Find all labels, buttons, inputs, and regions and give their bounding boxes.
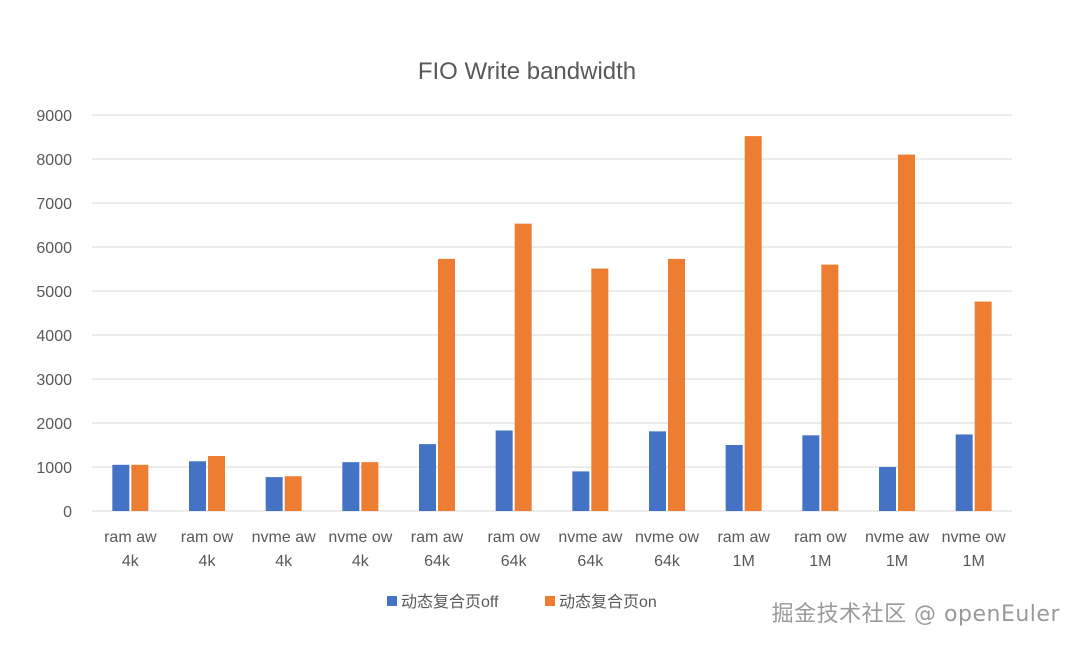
x-category-label: nvme aw bbox=[252, 529, 316, 546]
bar-off bbox=[189, 461, 206, 511]
x-category-label: ram ow bbox=[794, 529, 847, 546]
x-category-label: ram ow bbox=[181, 529, 234, 546]
legend-swatch bbox=[545, 596, 555, 606]
bar-off bbox=[572, 471, 590, 511]
legend-label: 动态复合页on bbox=[559, 593, 657, 611]
legend-swatch bbox=[387, 596, 397, 606]
x-category-label: 64k bbox=[577, 553, 604, 570]
bar-off bbox=[112, 464, 130, 511]
x-category-label: nvme ow bbox=[328, 529, 392, 546]
bar-off bbox=[879, 467, 896, 511]
x-category-label: ram ow bbox=[487, 529, 540, 546]
y-tick-label: 6000 bbox=[36, 240, 72, 257]
bar-on bbox=[821, 264, 839, 511]
legend: 动态复合页off 动态复合页on bbox=[387, 593, 657, 611]
bar-off bbox=[419, 444, 436, 511]
bar-off bbox=[725, 445, 743, 511]
bar-on bbox=[208, 456, 225, 511]
y-tick-label: 8000 bbox=[36, 152, 72, 169]
bar-on bbox=[974, 301, 992, 511]
x-category-label: 64k bbox=[424, 553, 451, 570]
bars bbox=[112, 136, 992, 511]
bar-off bbox=[802, 435, 820, 511]
bar-off bbox=[495, 430, 513, 511]
x-category-label: 1M bbox=[963, 553, 985, 570]
bar-off bbox=[265, 477, 283, 511]
bar-on bbox=[898, 154, 915, 511]
bar-on bbox=[284, 476, 302, 511]
bar-off bbox=[342, 462, 360, 511]
x-category-label: ram aw bbox=[104, 529, 157, 546]
x-category-label: 4k bbox=[199, 553, 217, 570]
y-tick-label: 3000 bbox=[36, 372, 72, 389]
bar-on bbox=[591, 268, 609, 511]
bar-off bbox=[955, 434, 973, 511]
gridlines bbox=[92, 114, 1012, 512]
bar-on bbox=[361, 462, 379, 511]
bar-on bbox=[438, 258, 455, 511]
x-category-label: nvme aw bbox=[865, 529, 929, 546]
x-axis-categories: ram aw 4k ram ow 4k nvme aw 4k nvme ow 4k ram aw… bbox=[104, 529, 1006, 570]
bar-on bbox=[131, 464, 149, 511]
x-category-label: nvme ow bbox=[942, 529, 1006, 546]
y-tick-label: 0 bbox=[63, 504, 72, 521]
y-tick-label: 7000 bbox=[36, 196, 72, 213]
y-axis-ticks: 0 1000 2000 3000 4000 5000 6000 7000 8000 9000 bbox=[36, 108, 72, 521]
x-category-label: ram aw bbox=[717, 529, 770, 546]
x-category-label: 64k bbox=[654, 553, 681, 570]
x-category-label: 64k bbox=[501, 553, 528, 570]
x-category-label: 1M bbox=[809, 553, 831, 570]
legend-label: 动态复合页off bbox=[401, 593, 499, 611]
x-category-label: nvme aw bbox=[558, 529, 622, 546]
x-category-label: 4k bbox=[122, 553, 140, 570]
y-tick-label: 2000 bbox=[36, 416, 72, 433]
x-category-label: 1M bbox=[733, 553, 755, 570]
y-tick-label: 9000 bbox=[36, 108, 72, 125]
x-category-label: 4k bbox=[275, 553, 293, 570]
y-tick-label: 4000 bbox=[36, 328, 72, 345]
bar-on bbox=[668, 258, 685, 511]
bar-off bbox=[649, 431, 666, 511]
bar-on bbox=[744, 136, 762, 511]
x-category-label: 1M bbox=[886, 553, 908, 570]
bar-on bbox=[514, 223, 532, 511]
y-tick-label: 1000 bbox=[36, 460, 72, 477]
chart-title: FIO Write bandwidth bbox=[418, 58, 636, 85]
y-tick-label: 5000 bbox=[36, 284, 72, 301]
watermark: 掘金技术社区 @ openEuler bbox=[771, 602, 1060, 627]
x-category-label: 4k bbox=[352, 553, 370, 570]
x-category-label: ram aw bbox=[411, 529, 464, 546]
x-category-label: nvme ow bbox=[635, 529, 699, 546]
